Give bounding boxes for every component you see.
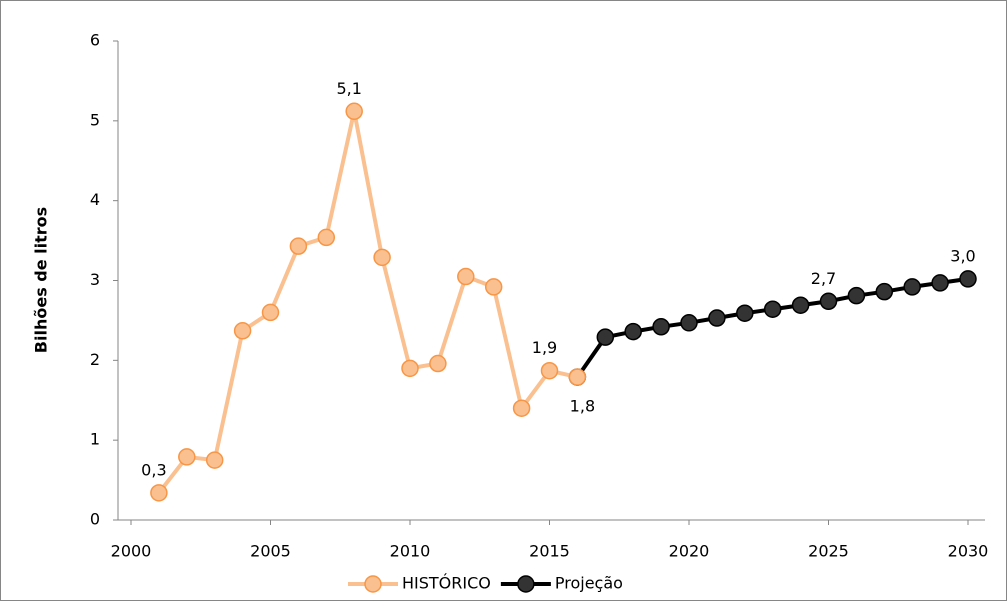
legend-marker xyxy=(517,575,535,593)
marker xyxy=(289,237,308,255)
marker xyxy=(791,296,810,314)
marker xyxy=(680,314,698,332)
marker xyxy=(708,309,726,327)
x-tick-label: 2015 xyxy=(529,542,570,561)
y-tick-label: 3 xyxy=(90,270,100,289)
marker xyxy=(373,248,391,267)
legend-label: HISTÓRICO xyxy=(402,574,491,593)
marker xyxy=(484,278,503,296)
marker xyxy=(568,368,587,386)
x-tick-label: 2030 xyxy=(948,542,989,561)
x-tick-label: 2020 xyxy=(669,542,710,561)
marker xyxy=(261,303,280,322)
y-tick-label: 5 xyxy=(90,110,100,129)
marker xyxy=(345,102,363,121)
marker xyxy=(903,278,921,296)
marker xyxy=(205,451,224,469)
y-tick-label: 2 xyxy=(90,350,100,369)
marker xyxy=(736,304,754,322)
marker xyxy=(540,361,559,380)
marker xyxy=(429,354,447,373)
data-label: 3,0 xyxy=(950,246,975,265)
x-tick-label: 2005 xyxy=(250,542,291,561)
marker xyxy=(512,399,531,417)
marker xyxy=(847,286,866,305)
marker xyxy=(401,359,419,378)
marker xyxy=(317,228,336,247)
marker xyxy=(150,484,168,502)
data-label: 1,9 xyxy=(532,338,557,357)
series: 0,3 5,1 1,9 1,8 xyxy=(141,79,595,502)
marker xyxy=(233,322,252,340)
y-tick-label: 0 xyxy=(90,510,100,529)
data-label: 0,3 xyxy=(141,460,166,479)
legend-marker xyxy=(364,575,382,593)
y-axis-label: Bilhões de litros xyxy=(32,207,51,353)
marker xyxy=(596,328,615,346)
marker xyxy=(178,448,196,466)
marker xyxy=(652,318,670,336)
data-label: 1,8 xyxy=(570,397,595,416)
x-tick-label: 2000 xyxy=(111,542,152,561)
x-tick-label: 2025 xyxy=(808,542,849,561)
marker xyxy=(763,300,782,318)
x-tick-label: 2010 xyxy=(390,542,431,561)
line xyxy=(157,109,578,495)
marker xyxy=(624,322,642,341)
y-tick-label: 1 xyxy=(90,430,100,449)
legend-label: Projeção xyxy=(555,574,623,593)
marker xyxy=(931,274,949,292)
marker xyxy=(819,292,838,311)
data-label: 2,7 xyxy=(811,269,836,288)
marker xyxy=(959,270,977,288)
data-label: 5,1 xyxy=(336,79,361,98)
marker xyxy=(457,267,475,286)
y-tick-label: 4 xyxy=(90,190,100,209)
marker xyxy=(875,282,894,301)
y-tick-label: 6 xyxy=(90,31,100,50)
